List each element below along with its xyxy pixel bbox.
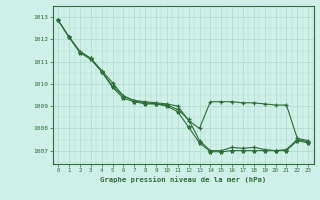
X-axis label: Graphe pression niveau de la mer (hPa): Graphe pression niveau de la mer (hPa) bbox=[100, 176, 266, 183]
